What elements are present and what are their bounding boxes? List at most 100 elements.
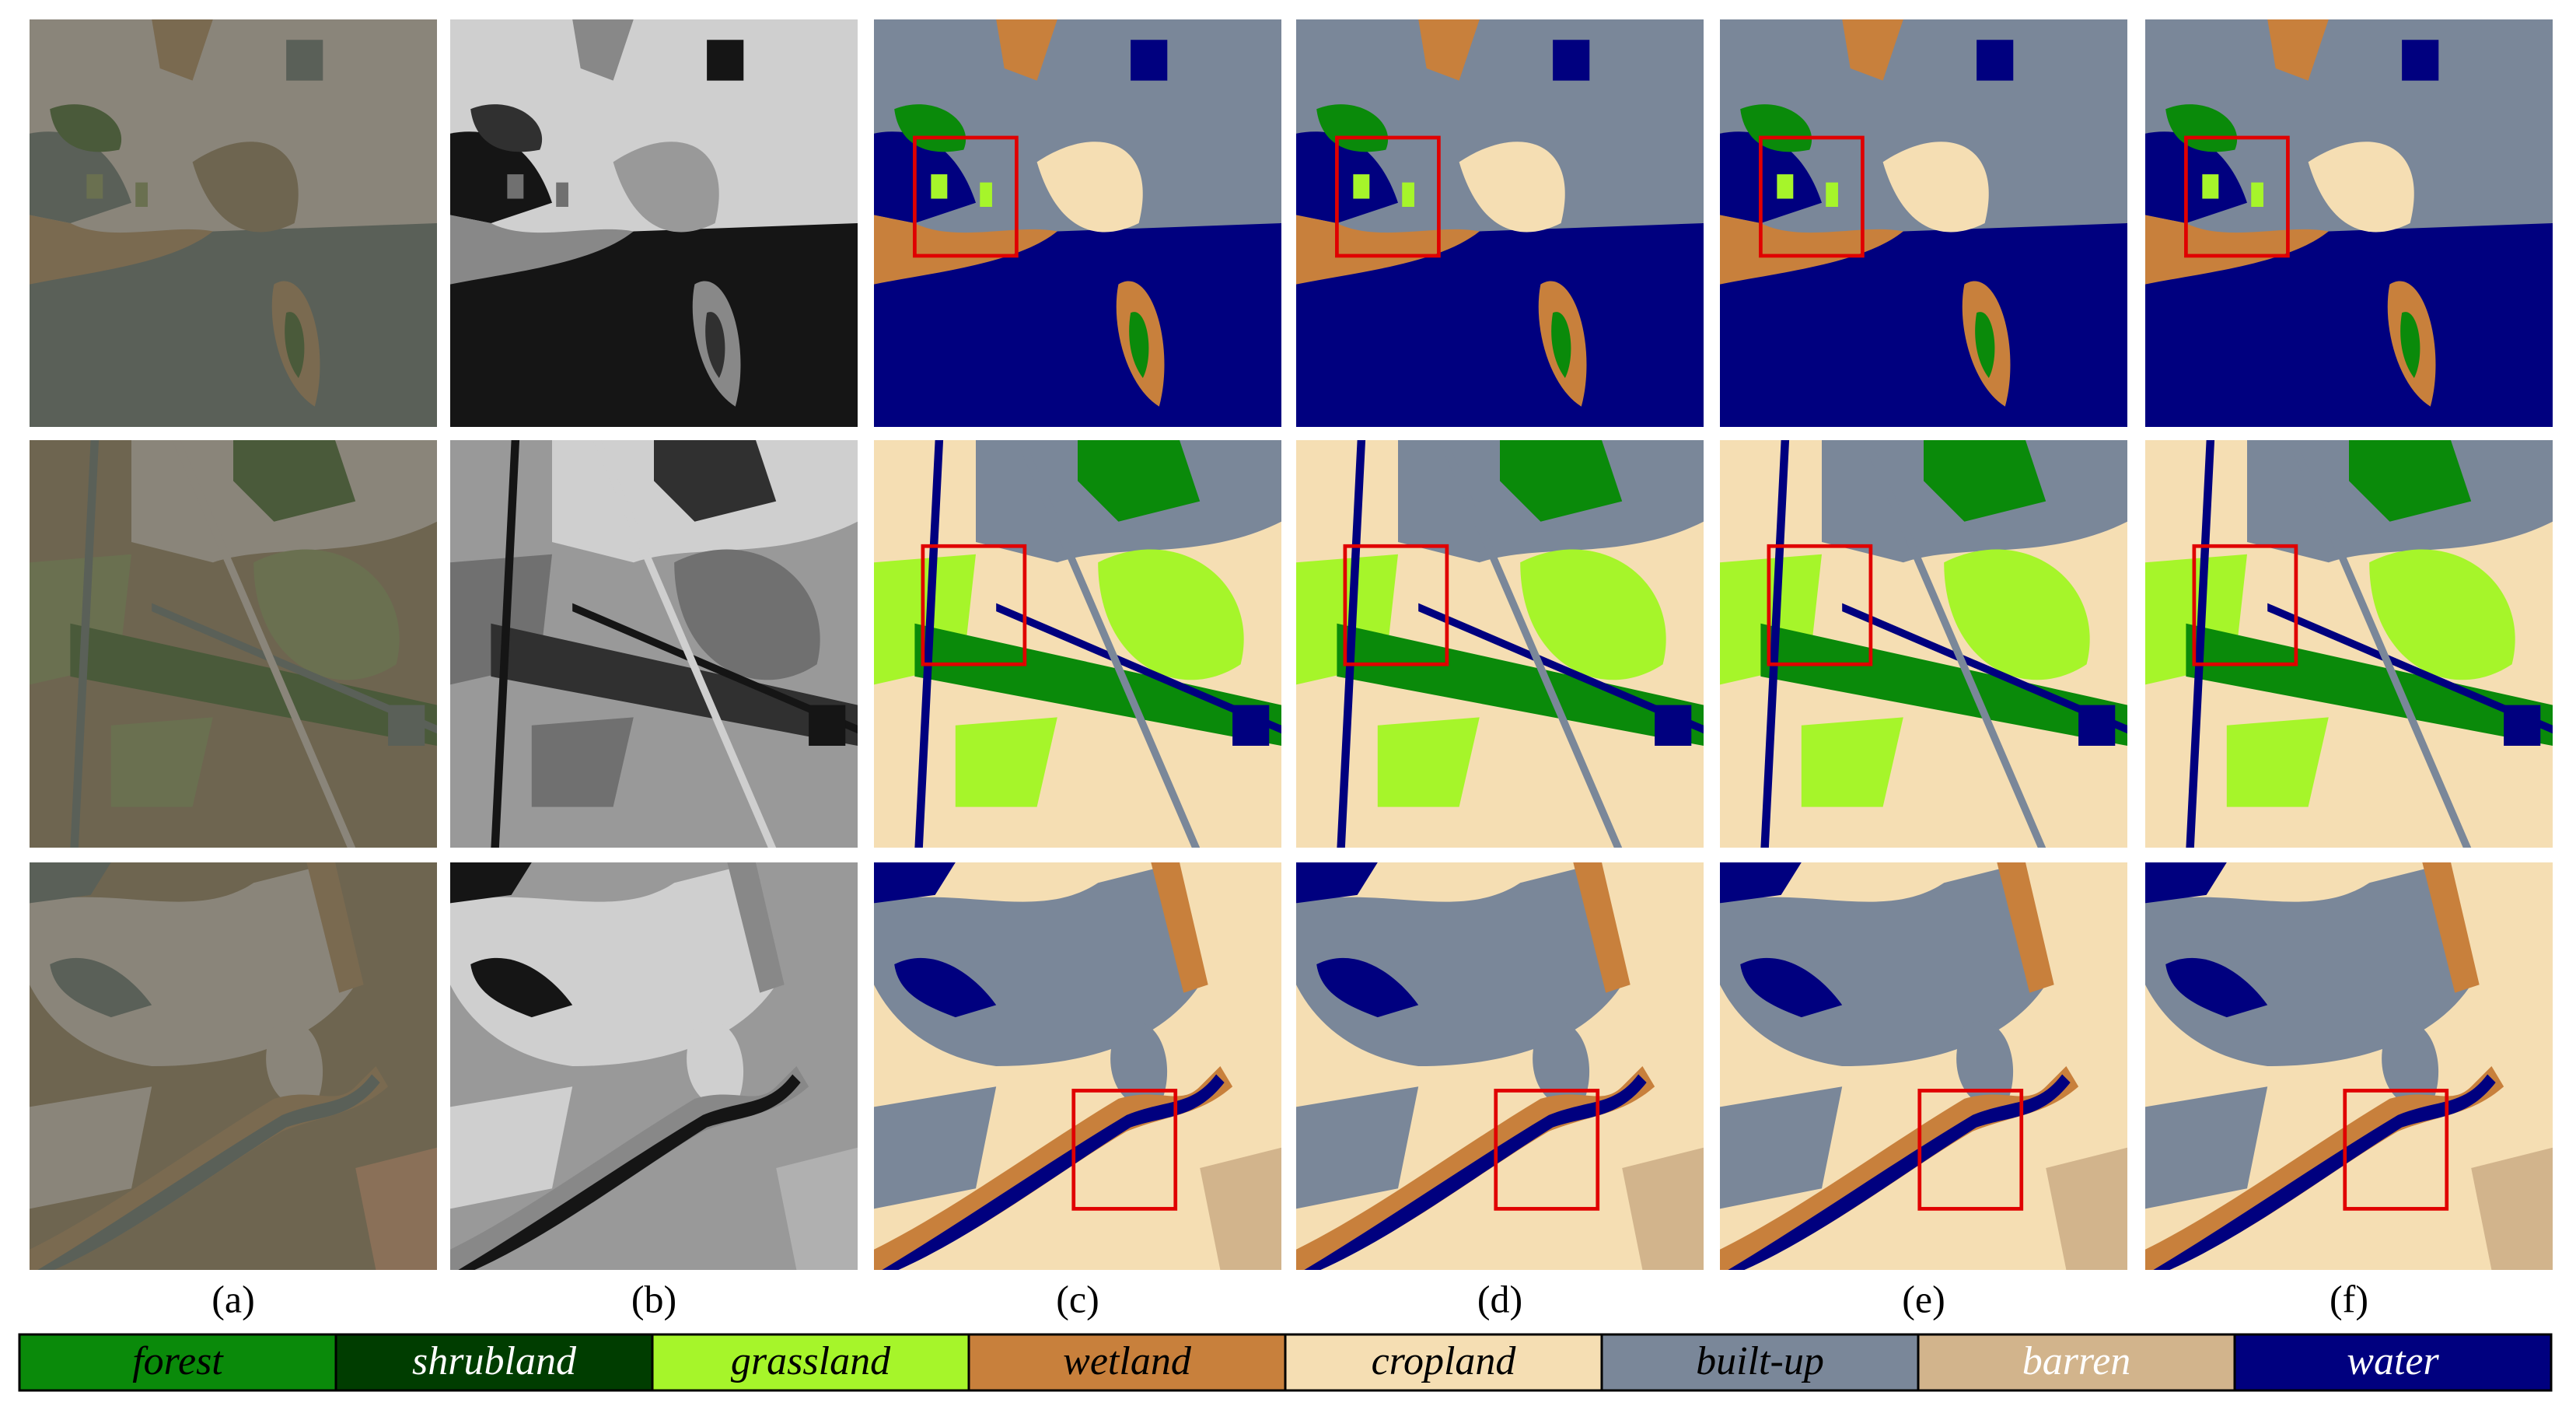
region — [1956, 1021, 2014, 1108]
region — [531, 717, 634, 807]
region — [37, 1074, 380, 1270]
region — [470, 957, 573, 1018]
region — [1720, 862, 1802, 904]
region — [674, 549, 820, 680]
legend-label: grassland — [731, 1339, 891, 1383]
region — [450, 1086, 573, 1209]
region — [874, 862, 956, 904]
region — [266, 1021, 323, 1108]
region — [1573, 862, 1631, 993]
highlight-box — [1335, 135, 1441, 258]
region — [882, 1074, 1225, 1270]
panel-label: (d) — [1477, 1277, 1522, 1320]
region — [955, 717, 1057, 807]
region — [2267, 19, 2329, 81]
panel-label: (a) — [211, 1277, 255, 1320]
region — [70, 440, 100, 848]
region — [2145, 131, 2247, 223]
image-panel — [450, 19, 858, 427]
region — [50, 957, 152, 1018]
region — [1098, 549, 1244, 680]
region — [894, 104, 966, 152]
region — [1337, 623, 1704, 746]
legend-swatch — [334, 1333, 654, 1392]
region — [491, 623, 858, 746]
region — [1777, 174, 1794, 199]
image-panel — [2145, 862, 2553, 1270]
region — [2400, 312, 2420, 379]
region — [30, 1086, 152, 1209]
region — [1296, 862, 1378, 904]
legend-label: water — [2347, 1339, 2439, 1383]
image-panel — [874, 862, 1281, 1270]
highlight-box — [1494, 1089, 1600, 1211]
region — [470, 104, 543, 152]
region — [1760, 440, 1790, 848]
region — [306, 862, 364, 993]
region — [2165, 104, 2238, 152]
region — [1553, 40, 1590, 81]
region — [894, 957, 997, 1018]
region — [450, 862, 532, 904]
region — [1740, 957, 1843, 1018]
highlight-box — [1767, 544, 1873, 666]
region — [2186, 623, 2553, 746]
region — [727, 862, 785, 993]
region — [1720, 215, 1903, 285]
region — [355, 1147, 437, 1270]
region — [1438, 440, 1623, 848]
region — [996, 19, 1057, 81]
region — [1296, 131, 1398, 223]
region — [86, 174, 103, 199]
highlight-box — [2343, 1089, 2449, 1211]
region — [135, 182, 148, 208]
image-panel — [874, 440, 1281, 848]
region — [1520, 549, 1666, 680]
legend-swatch — [2233, 1333, 2553, 1392]
region — [110, 717, 213, 807]
image-panel — [1720, 19, 2127, 427]
highlight-box — [913, 135, 1019, 258]
region — [30, 215, 213, 285]
region — [2382, 1021, 2439, 1108]
region — [2145, 215, 2329, 285]
region — [556, 182, 568, 208]
region — [1801, 717, 1903, 807]
region — [654, 440, 777, 522]
region — [1882, 142, 1989, 233]
region — [1997, 862, 2054, 993]
image-panel — [874, 19, 1281, 427]
region — [285, 312, 305, 379]
region — [2046, 1147, 2127, 1270]
region — [1110, 1021, 1168, 1108]
region — [2504, 705, 2541, 746]
region — [914, 623, 1281, 746]
region — [286, 40, 323, 81]
region — [2186, 440, 2215, 848]
image-panel — [1296, 440, 1704, 848]
region — [1131, 40, 1168, 81]
region — [1826, 182, 1838, 208]
region — [1924, 440, 2046, 522]
region — [2422, 862, 2480, 993]
image-panel — [2145, 19, 2553, 427]
legend-label: cropland — [1372, 1339, 1517, 1383]
region — [1720, 223, 2127, 427]
legend-swatch — [967, 1333, 1287, 1392]
legend-label: barren — [2022, 1339, 2131, 1383]
region — [1842, 603, 2127, 734]
region — [874, 131, 976, 223]
region — [1862, 440, 2046, 848]
region — [874, 215, 1057, 285]
region — [2308, 142, 2414, 233]
image-panel — [1720, 440, 2127, 848]
region — [450, 223, 858, 427]
region — [1740, 104, 1812, 152]
legend-swatch — [1284, 1333, 1603, 1392]
panel-label: (e) — [1902, 1277, 1945, 1320]
region — [2369, 549, 2515, 680]
legend-label: forest — [132, 1339, 224, 1383]
region — [1016, 440, 1201, 848]
region — [931, 174, 948, 199]
